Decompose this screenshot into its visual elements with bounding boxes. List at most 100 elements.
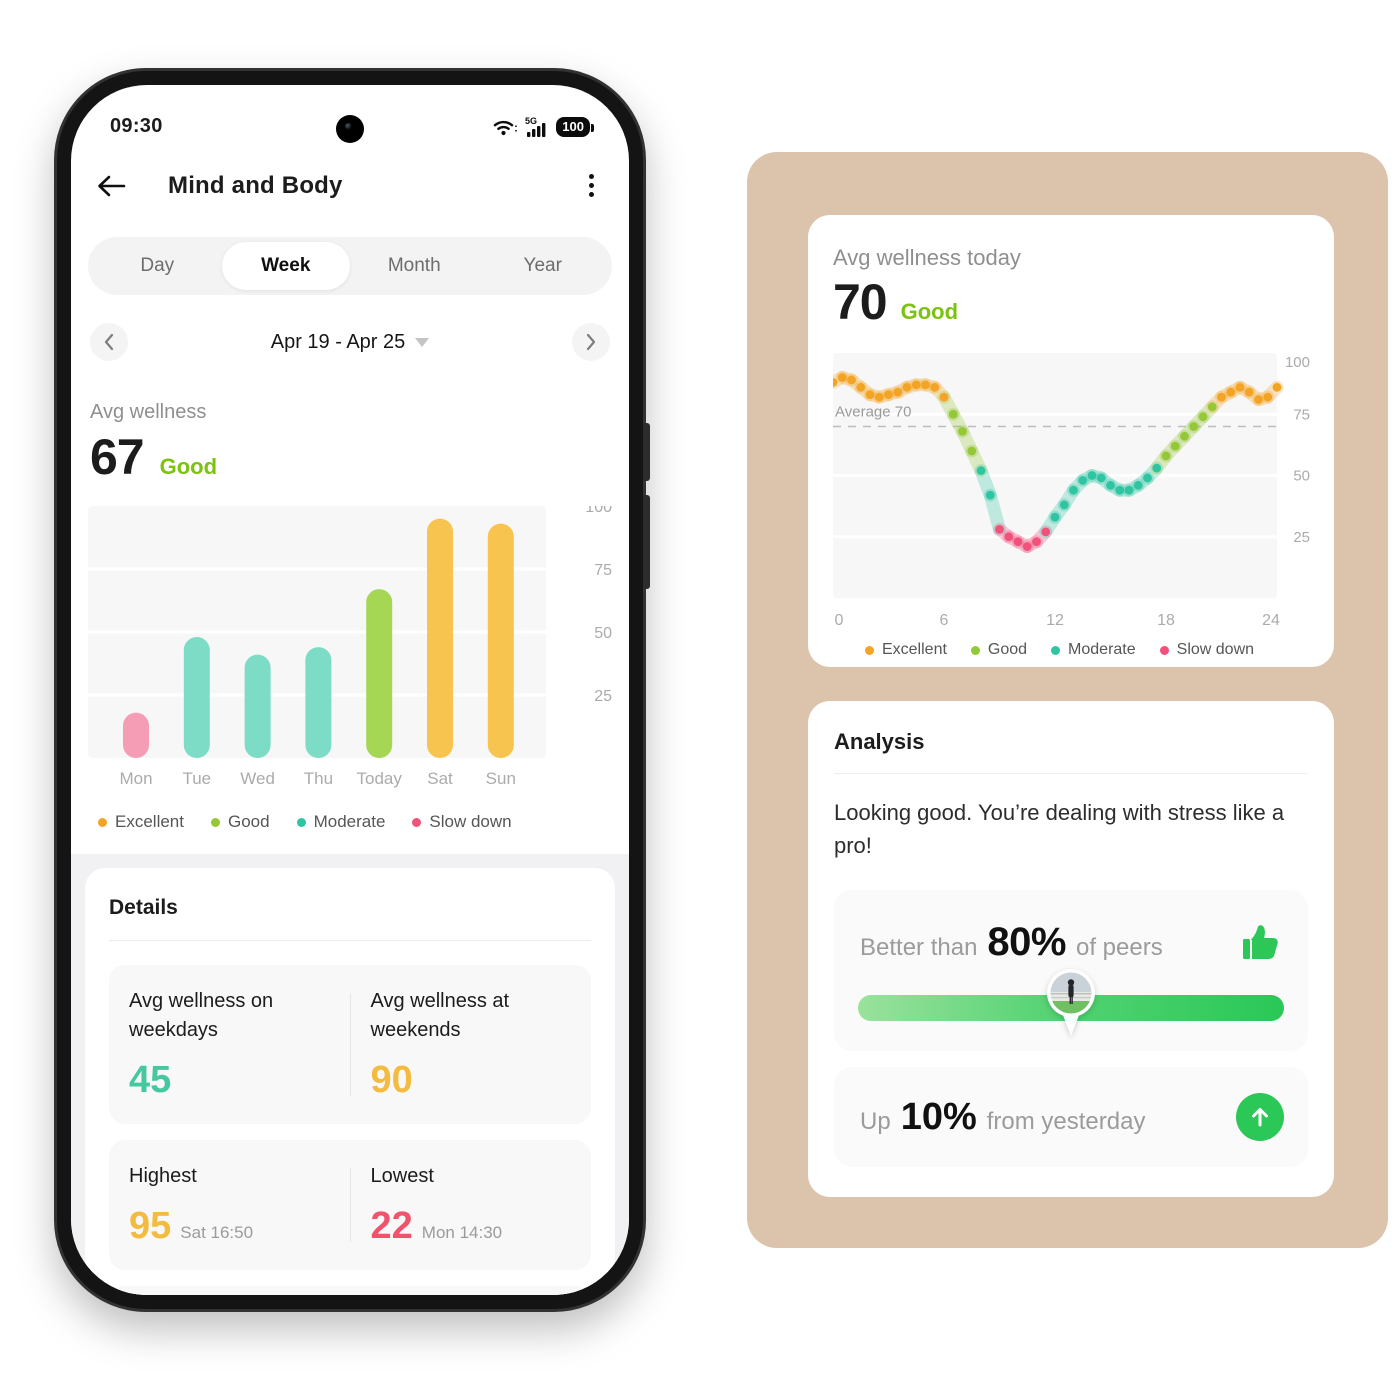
peers-comparison-card: Better than 80% of peers [834, 890, 1308, 1051]
peers-suffix: of peers [1075, 934, 1163, 961]
legend-dot [970, 645, 980, 655]
svg-text:12: 12 [1046, 612, 1064, 629]
svg-text:Tue: Tue [182, 769, 211, 788]
trend-card: Up 10% from yesterday [834, 1067, 1308, 1167]
legend-item-slow: Slow down [1159, 641, 1254, 659]
svg-text:Sat: Sat [427, 769, 453, 788]
details-tile: Lowest 22 Mon 14:30 [351, 1162, 592, 1248]
trend-prefix: Up [860, 1107, 891, 1135]
details-title: Details [109, 896, 178, 919]
svg-text:75: 75 [594, 562, 612, 579]
details-row: Avg wellness on weekdays 45 Avg wellness a… [109, 965, 591, 1124]
details-row: Versus last weekAvg wellness last week [109, 1286, 591, 1295]
slider-avatar-marker[interactable] [1044, 968, 1098, 1040]
cellular-signal-icon: 5G [525, 116, 546, 137]
legend-item-moderate: Moderate [1051, 641, 1136, 659]
details-row: Highest 95 Sat 16:50 Lowest 22 Mon 14:30 [109, 1140, 591, 1270]
right-panel: Avg wellness today 70 Good 100 75 50 25 Aver… [747, 152, 1388, 1248]
tile-sub: Mon 14:30 [421, 1223, 503, 1242]
divider [109, 940, 591, 941]
tile-label: Highest [129, 1165, 197, 1187]
svg-text:24: 24 [1262, 612, 1280, 629]
volume-button [643, 423, 650, 481]
phone-mockup: 09:30 5G 100 [54, 68, 650, 1312]
avg-wellness-label: Avg wellness [90, 401, 207, 423]
period-tabs: Day Week Month Year [88, 237, 612, 295]
legend-dot [864, 645, 874, 655]
peers-percent: 80% [987, 920, 1066, 964]
legend-dot [1159, 645, 1169, 655]
today-line-chart: 100 75 50 25 Average 70 0 6 12 18 24 [833, 353, 1310, 633]
tile-label: Avg wellness on weekdays [129, 990, 274, 1041]
tile-value: 95 [129, 1205, 172, 1247]
tab-week[interactable]: Week [221, 242, 350, 290]
thumbs-up-icon [1243, 924, 1278, 959]
legend-dot [98, 817, 107, 827]
phone-screen: 09:30 5G 100 [71, 85, 629, 1295]
more-options-button[interactable] [579, 170, 604, 201]
svg-text:25: 25 [1293, 529, 1310, 546]
tile-sub: Sat 16:50 [180, 1223, 254, 1242]
weekly-bar-chart: 100 75 50 25 Mon Tue Wed Thu Today Sat Sun [88, 506, 612, 796]
line-chart-legend: Excellent Good Moderate Slow down [833, 641, 1310, 659]
wellness-status-badge: Good [159, 454, 218, 479]
details-tile: Highest 95 Sat 16:50 [109, 1162, 350, 1248]
analysis-message: Looking good. You’re dealing with stress… [834, 800, 1285, 858]
legend-dot [1051, 645, 1061, 655]
details-tile: Avg wellness on weekdays 45 [109, 987, 350, 1102]
tab-month[interactable]: Month [387, 255, 441, 276]
avatar [1050, 972, 1092, 1014]
date-navigator: Apr 19 - Apr 25 [88, 323, 612, 361]
legend-item-good: Good [210, 812, 270, 832]
svg-text:50: 50 [1293, 468, 1310, 485]
avg-wellness-today-card: Avg wellness today 70 Good 100 75 50 25 Aver… [808, 215, 1334, 667]
legend-item-moderate: Moderate [296, 812, 385, 832]
svg-text:0: 0 [835, 612, 844, 629]
camera-punch-hole [336, 115, 364, 143]
peers-prefix: Better than [860, 934, 978, 961]
details-section: Details Avg wellness on weekdays 45 Avg we… [71, 854, 629, 1295]
svg-text:Today: Today [357, 769, 403, 788]
details-tile: Avg wellness at weekends 90 [351, 987, 592, 1102]
svg-text:Sun: Sun [486, 769, 516, 788]
tile-value: 90 [370, 1059, 413, 1101]
legend-item-slow: Slow down [412, 812, 512, 832]
wifi-icon [494, 120, 518, 135]
tab-year[interactable]: Year [523, 255, 562, 276]
svg-text:100: 100 [585, 506, 612, 516]
app-header: Mind and Body [88, 170, 612, 201]
prev-week-button[interactable] [90, 323, 128, 361]
legend-item-excellent: Excellent [864, 641, 947, 659]
trend-percent: 10% [900, 1095, 977, 1138]
tile-value: 45 [129, 1059, 172, 1101]
power-button [643, 495, 650, 589]
legend-dot [412, 817, 422, 827]
svg-text:50: 50 [594, 625, 612, 642]
divider [834, 773, 1308, 774]
bar-chart-legend: Excellent Good Moderate Slow down [88, 812, 612, 832]
tab-day[interactable]: Day [140, 255, 175, 276]
trend-suffix: from yesterday [986, 1107, 1146, 1135]
svg-text:100: 100 [1285, 354, 1310, 371]
today-label: Avg wellness today [833, 245, 1021, 270]
date-range-dropdown[interactable]: Apr 19 - Apr 25 [128, 331, 572, 354]
tile-label: Avg wellness at weekends [370, 990, 510, 1041]
svg-text:Wed: Wed [240, 769, 275, 788]
today-value: 70 [833, 274, 888, 330]
analysis-card: Analysis Looking good. You’re dealing wi… [808, 701, 1334, 1197]
next-week-button[interactable] [572, 323, 610, 361]
battery-level: 100 [562, 118, 584, 134]
trend-up-icon [1236, 1093, 1284, 1141]
svg-text:Average 70: Average 70 [835, 404, 911, 421]
status-bar: 09:30 5G 100 [88, 85, 612, 138]
today-status-badge: Good [900, 299, 959, 324]
tile-value: 22 [370, 1205, 413, 1247]
peers-slider[interactable] [858, 969, 1284, 1036]
svg-text:Mon: Mon [119, 769, 152, 788]
back-arrow-icon[interactable] [96, 174, 126, 198]
legend-dot [210, 817, 220, 827]
status-time: 09:30 [110, 115, 163, 137]
details-card: Details Avg wellness on weekdays 45 Avg we… [85, 868, 615, 1295]
analysis-title: Analysis [834, 729, 925, 754]
svg-text:Thu: Thu [304, 769, 333, 788]
